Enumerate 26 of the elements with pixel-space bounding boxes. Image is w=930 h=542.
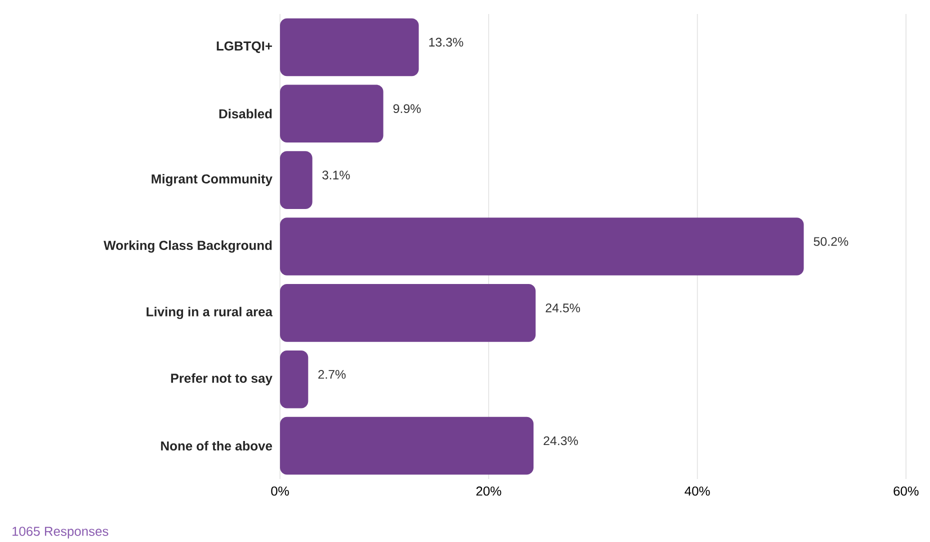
bar <box>280 284 536 342</box>
bar <box>280 218 804 276</box>
data-label: 3.1% <box>322 170 350 180</box>
bar <box>280 151 312 209</box>
bar <box>280 18 419 76</box>
bar <box>280 416 534 475</box>
data-label: 13.3% <box>429 38 464 47</box>
x-tick-label: 40% <box>684 486 710 496</box>
y-tick-label: Migrant Community <box>152 174 272 186</box>
bar <box>280 84 384 143</box>
text: 1065 Responses <box>12 526 108 538</box>
data-label: 2.7% <box>318 370 346 379</box>
x-tick-label: 20% <box>476 486 502 496</box>
data-label: 50.2% <box>814 237 848 246</box>
y-tick-label: Prefer not to say <box>171 373 272 386</box>
y-tick-label: LGBTQI+ <box>216 41 272 54</box>
data-label: 24.3% <box>544 436 578 446</box>
data-label: 24.5% <box>546 304 580 312</box>
y-tick-label: Disabled <box>219 108 272 118</box>
y-tick-label: None of the above <box>161 441 272 451</box>
y-tick-label: Living in a rural area <box>146 306 273 319</box>
y-tick-label: Working Class Background <box>104 240 272 253</box>
data-label: 9.9% <box>393 104 421 114</box>
x-tick-label: 0% <box>271 486 289 496</box>
bar <box>280 350 308 408</box>
x-tick-label: 60% <box>894 486 919 496</box>
